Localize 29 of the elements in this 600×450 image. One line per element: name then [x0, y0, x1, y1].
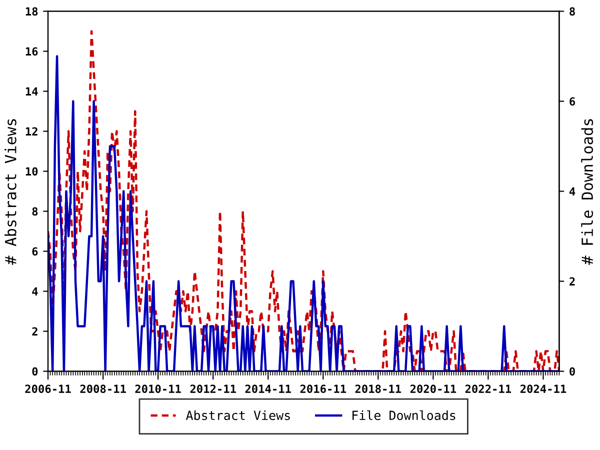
y2-tick-label: 6: [570, 97, 576, 106]
y2-axis-title: # File Downloads: [581, 119, 594, 265]
x-tick-label: 2016-11: [300, 384, 346, 394]
y2-tick-label: 2: [570, 277, 575, 286]
y-tick-label: 12: [26, 127, 38, 136]
x-tick-label: 2020-11: [410, 384, 456, 394]
y2-tick-label: 0: [570, 367, 575, 376]
y-tick-label: 10: [26, 167, 38, 176]
x-tick-label: 2010-11: [135, 384, 181, 394]
x-tick-label: 2024-11: [520, 384, 566, 394]
x-tick-label: 2008-11: [80, 384, 126, 394]
legend-label: File Downloads: [352, 410, 456, 420]
y-tick-label: 14: [26, 87, 38, 96]
y-tick-label: 8: [32, 207, 38, 216]
x-tick-label: 2018-11: [355, 384, 402, 394]
y-tick-label: 2: [32, 327, 38, 336]
y2-tick-label: 8: [570, 7, 575, 16]
x-tick-label: 2006-11: [25, 384, 71, 394]
x-tick-label: 2012-11: [190, 384, 236, 394]
y-tick-label: 16: [26, 47, 38, 56]
y-tick-label: 4: [32, 287, 38, 296]
x-tick-label: 2014-11: [245, 384, 291, 394]
y-tick-label: 0: [32, 367, 38, 376]
legend-label: Abstract Views: [186, 410, 290, 420]
y-tick-label: 6: [32, 247, 38, 256]
y-tick-label: 18: [26, 7, 38, 16]
y2-tick-label: 4: [569, 187, 576, 196]
y-axis-title: # Abstract Views: [4, 119, 16, 265]
x-tick-label: 2022-11: [465, 384, 512, 394]
